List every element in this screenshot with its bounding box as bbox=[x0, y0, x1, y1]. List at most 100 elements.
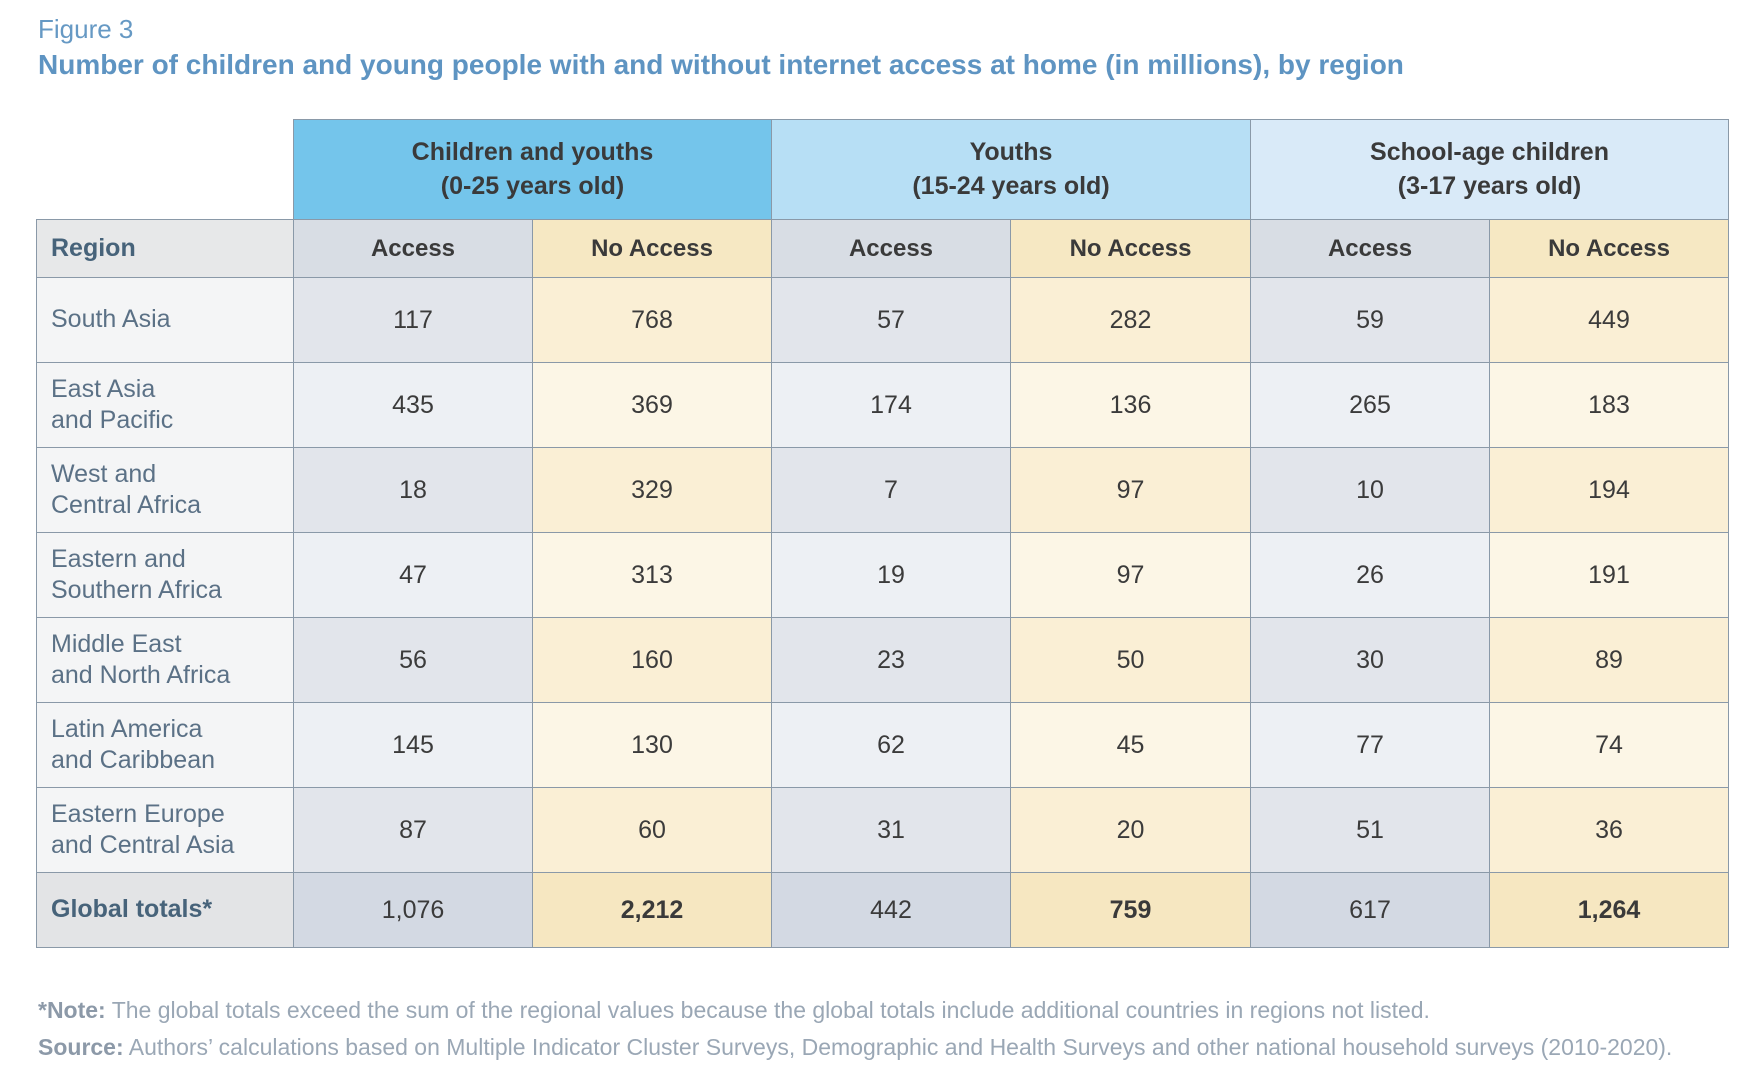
access-value-cell: 30 bbox=[1250, 617, 1491, 703]
access-value-cell: 59 bbox=[1250, 277, 1491, 363]
no-access-value-cell: 97 bbox=[1009, 447, 1252, 533]
access-value-cell: 7 bbox=[771, 447, 1011, 533]
access-value-cell: 435 bbox=[293, 362, 533, 448]
no-access-value-cell: 97 bbox=[1009, 532, 1252, 618]
group-header-children-and-youths: Children and youths (0-25 years old) bbox=[293, 119, 772, 220]
access-value-cell: 19 bbox=[771, 532, 1011, 618]
access-value-cell: 10 bbox=[1250, 447, 1491, 533]
note-label: *Note: bbox=[38, 997, 106, 1023]
region-cell: Eastern and Southern Africa bbox=[36, 532, 294, 618]
table-row: Eastern and Southern Africa 47 313 19 97 26 191 bbox=[36, 532, 1730, 618]
no-access-value-cell: 130 bbox=[532, 702, 772, 788]
no-access-value-cell: 74 bbox=[1489, 702, 1730, 788]
access-column-header: Access bbox=[771, 219, 1011, 278]
region-label-line: Central Africa bbox=[51, 491, 202, 519]
no-access-value-cell: 191 bbox=[1489, 532, 1730, 618]
access-value-cell: 31 bbox=[771, 787, 1011, 873]
note-text: The global totals exceed the sum of the … bbox=[111, 997, 1430, 1023]
no-access-value-cell: 194 bbox=[1489, 447, 1730, 533]
region-label-line: and Pacific bbox=[51, 406, 174, 434]
region-label-line: Southern Africa bbox=[51, 576, 222, 604]
figure-number: Figure 3 bbox=[38, 14, 134, 44]
table-row: East Asia and Pacific 435 369 174 136 265 183 bbox=[36, 362, 1730, 448]
region-cell: East Asia and Pacific bbox=[36, 362, 294, 448]
global-totals-row: Global totals* 1,076 2,212 442 759 617 1,264 bbox=[36, 872, 1730, 948]
access-value-cell: 117 bbox=[293, 277, 533, 363]
access-value-cell: 77 bbox=[1250, 702, 1491, 788]
no-access-total-cell: 1,264 bbox=[1489, 872, 1730, 948]
group-header-title: School-age children bbox=[1370, 137, 1609, 166]
source-text: Authors’ calculations based on Multiple … bbox=[128, 1034, 1673, 1061]
table-row: Eastern Europe and Central Asia 87 60 31 20 51… bbox=[36, 787, 1730, 873]
global-totals-label: Global totals* bbox=[36, 872, 294, 948]
access-total-cell: 442 bbox=[771, 872, 1011, 948]
region-label-line: East Asia bbox=[51, 374, 156, 403]
group-header-title: Youths bbox=[969, 137, 1053, 166]
group-header-age-range: (0-25 years old) bbox=[440, 171, 625, 200]
region-label-line: Eastern Europe bbox=[51, 799, 225, 828]
no-access-value-cell: 36 bbox=[1489, 787, 1730, 873]
table-row: Latin America and Caribbean 145 130 62 45 77 74 bbox=[36, 702, 1730, 788]
region-label-line: and Central Asia bbox=[51, 831, 235, 859]
source-label: Source: bbox=[38, 1034, 124, 1061]
region-cell: South Asia bbox=[36, 277, 294, 363]
internet-access-table: Children and youths (0-25 years old) You… bbox=[36, 119, 1730, 948]
access-value-cell: 47 bbox=[293, 532, 533, 618]
region-cell: Middle East and North Africa bbox=[36, 617, 294, 703]
access-value-cell: 56 bbox=[293, 617, 533, 703]
region-label-line: and Caribbean bbox=[51, 746, 216, 774]
group-header-school-age-children: School-age children (3-17 years old) bbox=[1250, 119, 1730, 220]
table-row: Middle East and North Africa 56 160 23 50 30 89 bbox=[36, 617, 1730, 703]
group-header-age-range: (3-17 years old) bbox=[1397, 171, 1582, 200]
access-value-cell: 18 bbox=[293, 447, 533, 533]
no-access-value-cell: 183 bbox=[1489, 362, 1730, 448]
access-value-cell: 145 bbox=[293, 702, 533, 788]
access-value-cell: 57 bbox=[771, 277, 1011, 363]
no-access-value-cell: 50 bbox=[1009, 617, 1252, 703]
no-access-value-cell: 60 bbox=[532, 787, 772, 873]
no-access-value-cell: 329 bbox=[532, 447, 772, 533]
group-header-age-range: (15-24 years old) bbox=[912, 171, 1110, 200]
corner-blank-cell bbox=[36, 119, 294, 220]
region-column-header: Region bbox=[36, 219, 294, 278]
region-cell: West and Central Africa bbox=[36, 447, 294, 533]
no-access-column-header: No Access bbox=[532, 219, 772, 278]
no-access-value-cell: 768 bbox=[532, 277, 772, 363]
no-access-total-cell: 759 bbox=[1009, 872, 1252, 948]
group-header-title: Children and youths bbox=[411, 137, 654, 166]
figure-title: Number of children and young people with… bbox=[38, 49, 1404, 80]
no-access-value-cell: 449 bbox=[1489, 277, 1730, 363]
no-access-value-cell: 160 bbox=[532, 617, 772, 703]
no-access-column-header: No Access bbox=[1009, 219, 1252, 278]
table-row: West and Central Africa 18 329 7 97 10 194 bbox=[36, 447, 1730, 533]
column-header-row: Region Access No Access Access No Access… bbox=[36, 219, 1730, 278]
table-row: South Asia 117 768 57 282 59 449 bbox=[36, 277, 1730, 363]
no-access-value-cell: 20 bbox=[1009, 787, 1252, 873]
access-column-header: Access bbox=[1250, 219, 1491, 278]
access-value-cell: 174 bbox=[771, 362, 1011, 448]
no-access-total-cell: 2,212 bbox=[532, 872, 772, 948]
region-label-line: Latin America bbox=[51, 714, 203, 743]
access-value-cell: 51 bbox=[1250, 787, 1491, 873]
no-access-value-cell: 282 bbox=[1009, 277, 1252, 363]
region-label-line: Middle East bbox=[51, 629, 182, 658]
region-cell: Latin America and Caribbean bbox=[36, 702, 294, 788]
figure-footnotes: *Note: The global totals exceed the sum … bbox=[38, 992, 1728, 1067]
access-total-cell: 617 bbox=[1250, 872, 1491, 948]
access-column-header: Access bbox=[293, 219, 533, 278]
note-line: *Note: The global totals exceed the sum … bbox=[38, 992, 1728, 1029]
access-value-cell: 62 bbox=[771, 702, 1011, 788]
source-line: Source: Authors’ calculations based on M… bbox=[38, 1029, 1728, 1066]
region-label-line: South Asia bbox=[51, 305, 171, 334]
access-value-cell: 23 bbox=[771, 617, 1011, 703]
no-access-value-cell: 313 bbox=[532, 532, 772, 618]
group-header-youths: Youths (15-24 years old) bbox=[770, 119, 1252, 220]
access-value-cell: 87 bbox=[293, 787, 533, 873]
access-value-cell: 26 bbox=[1250, 532, 1491, 618]
region-label-line: and North Africa bbox=[51, 661, 231, 689]
region-label-line: West and bbox=[51, 459, 157, 488]
no-access-value-cell: 136 bbox=[1009, 362, 1252, 448]
no-access-column-header: No Access bbox=[1489, 219, 1730, 278]
access-total-cell: 1,076 bbox=[293, 872, 533, 948]
